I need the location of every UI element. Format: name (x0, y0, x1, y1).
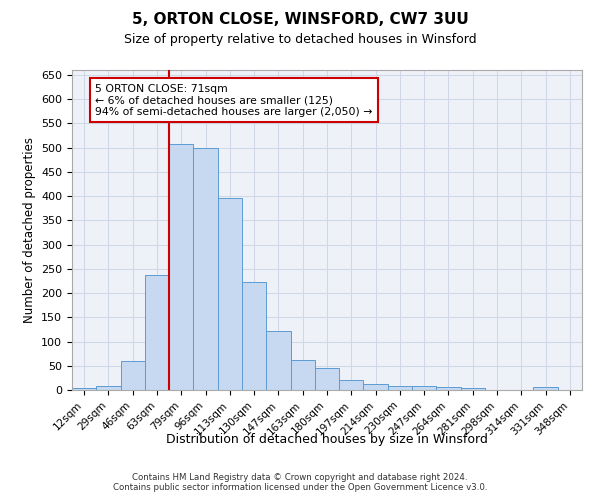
Bar (72, 388, 96, 390)
Text: 5, ORTON CLOSE, WINSFORD, CW7 3UU: 5, ORTON CLOSE, WINSFORD, CW7 3UU (131, 12, 469, 28)
Bar (436, 387, 461, 390)
Bar (121, 361, 145, 390)
Text: Distribution of detached houses by size in Winsford: Distribution of detached houses by size … (166, 432, 488, 446)
Bar (193, 148, 218, 390)
Bar (315, 368, 339, 390)
Bar (290, 360, 315, 390)
Text: 5 ORTON CLOSE: 71sqm
← 6% of detached houses are smaller (125)
94% of semi-detac: 5 ORTON CLOSE: 71sqm ← 6% of detached ho… (95, 84, 373, 117)
Bar (242, 282, 266, 390)
Y-axis label: Number of detached properties: Number of detached properties (23, 137, 35, 323)
Bar (364, 384, 388, 390)
Bar (339, 380, 364, 390)
Bar (266, 332, 290, 390)
Bar (412, 386, 436, 390)
Bar (218, 198, 242, 390)
Bar (169, 144, 193, 390)
Bar (145, 274, 169, 390)
Bar (533, 387, 558, 390)
Bar (96, 386, 121, 390)
Text: Contains HM Land Registry data © Crown copyright and database right 2024.
Contai: Contains HM Land Registry data © Crown c… (113, 473, 487, 492)
Bar (461, 388, 485, 390)
Bar (388, 386, 412, 390)
Text: Size of property relative to detached houses in Winsford: Size of property relative to detached ho… (124, 32, 476, 46)
